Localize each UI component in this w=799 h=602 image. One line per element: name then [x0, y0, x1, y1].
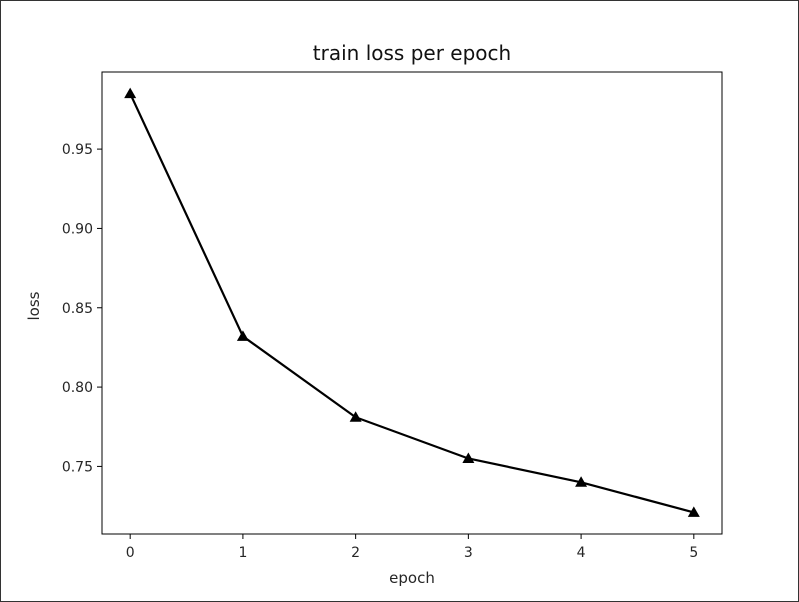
series-line — [129, 93, 695, 514]
x-tick-label: 2 — [351, 545, 360, 561]
x-axis-label: epoch — [389, 569, 435, 587]
x-tick-label: 1 — [238, 545, 247, 561]
y-tick-label: 0.90 — [62, 221, 93, 237]
x-tick-label: 3 — [464, 545, 473, 561]
y-tick-label: 0.85 — [62, 301, 93, 317]
x-tick-label: 5 — [689, 545, 698, 561]
data-point-triangle — [687, 506, 700, 517]
data-point-triangle — [462, 452, 475, 463]
data-point-triangle — [124, 87, 137, 99]
y-axis-label: loss — [25, 291, 43, 320]
y-tick-label: 0.75 — [62, 459, 93, 475]
data-point-triangle — [236, 330, 249, 341]
y-tick-label: 0.95 — [62, 142, 93, 158]
series-group — [124, 87, 700, 517]
data-point-triangle — [349, 411, 362, 422]
plot-area — [101, 71, 723, 535]
x-tick-label: 0 — [126, 545, 135, 561]
y-tick-label: 0.80 — [62, 380, 93, 396]
x-axis-ticks: 0 1 2 3 4 5 — [126, 534, 698, 561]
x-tick-label: 4 — [577, 545, 586, 561]
chart-title: train loss per epoch — [313, 41, 511, 65]
y-axis-ticks: 0.75 0.80 0.85 0.90 0.95 — [62, 142, 102, 475]
data-point-triangle — [575, 476, 588, 487]
